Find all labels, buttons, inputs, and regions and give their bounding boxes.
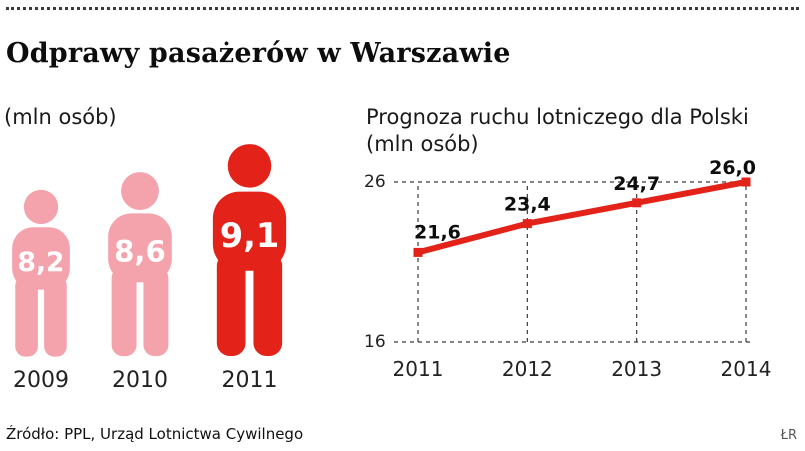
pictogram-row: 8,2 2009 8,6 2010 9,1 2011 xyxy=(2,142,299,393)
pictogram-year-label: 2010 xyxy=(112,368,168,393)
person-icon: 8,6 xyxy=(108,172,172,357)
y-tick-min: 16 xyxy=(364,332,386,352)
y-tick-max: 26 xyxy=(364,172,386,192)
pictogram-value-label: 9,1 xyxy=(220,216,280,255)
line-chart: 26 16 21,6 23,4 24,7 26,0 2011 2012 2013 2014 xyxy=(360,150,805,390)
credit-initials: ŁR xyxy=(780,428,797,443)
page-title: Odprawy pasażerów w Warszawie xyxy=(6,38,511,69)
value-label: 26,0 xyxy=(709,157,756,179)
pictogram-year-label: 2009 xyxy=(13,368,69,393)
x-axis-label: 2012 xyxy=(502,357,553,381)
line-chart-title: Prognoza ruchu lotniczego dla Polski (ml… xyxy=(366,104,796,159)
value-label: 23,4 xyxy=(504,194,551,216)
pictogram-unit-label: (mln osób) xyxy=(4,105,117,129)
data-point xyxy=(413,247,423,257)
person-icon: 8,2 xyxy=(12,189,70,357)
pictogram-2010: 8,6 2010 xyxy=(97,170,183,393)
value-label: 21,6 xyxy=(414,221,461,243)
x-axis-label: 2014 xyxy=(721,357,772,381)
value-label: 24,7 xyxy=(613,173,660,195)
line-chart-svg: 26 16 21,6 23,4 24,7 26,0 2011 2012 2013 2014 xyxy=(364,157,772,381)
source-note: Źródło: PPL, Urząd Lotnictwa Cywilnego xyxy=(6,425,304,443)
top-dotted-rule xyxy=(6,7,799,10)
pictogram-year-label: 2011 xyxy=(221,368,278,393)
x-axis-label: 2013 xyxy=(611,357,662,381)
line-chart-title-line1: Prognoza ruchu lotniczego dla Polski xyxy=(366,105,749,129)
data-point xyxy=(632,198,642,208)
data-point xyxy=(522,219,532,229)
pictogram-2009: 8,2 2009 xyxy=(2,188,80,393)
data-point xyxy=(741,177,751,187)
pictogram-value-label: 8,2 xyxy=(18,247,65,278)
x-axis-label: 2011 xyxy=(393,357,444,381)
pictogram-2011: 9,1 2011 xyxy=(200,142,299,393)
person-icon: 9,1 xyxy=(212,144,287,356)
pictogram-value-label: 8,6 xyxy=(114,235,166,269)
line-chart-title-line2: (mln osób) xyxy=(366,132,479,157)
